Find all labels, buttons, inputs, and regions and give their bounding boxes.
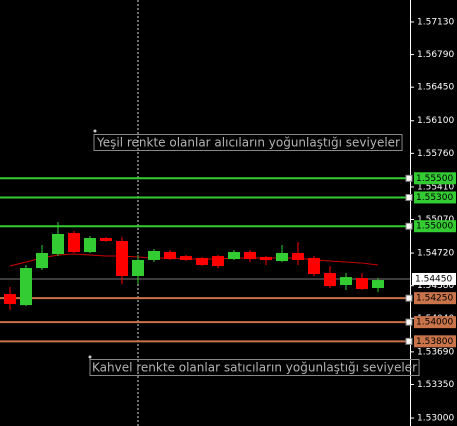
annotation-anchor [88, 355, 92, 359]
y-tick-label: 1.57130 [417, 17, 454, 27]
y-tick-label: 1.56450 [417, 83, 454, 93]
annotation: Kahvel renkte olanlar satıcıların yoğunl… [92, 361, 417, 375]
level-marker [405, 337, 413, 345]
level-marker [405, 294, 413, 302]
candle-body [324, 273, 336, 287]
candle-body [84, 238, 96, 253]
candle-body [116, 241, 128, 277]
annotation-box [89, 359, 420, 376]
candle-body [260, 257, 272, 260]
annotation-anchor [93, 129, 97, 133]
y-tick-label: 1.53000 [417, 414, 454, 424]
level-box [414, 335, 456, 348]
candle-body [292, 252, 304, 260]
candle-body [68, 233, 80, 253]
level-marker [405, 318, 413, 326]
candle-body [212, 256, 224, 267]
y-tick-label: 1.55410 [417, 182, 454, 192]
candle-body [164, 252, 176, 260]
level-label: 1.53800 [416, 337, 453, 347]
level-box [414, 316, 456, 329]
current-price-box [412, 272, 456, 285]
candle-body [196, 257, 208, 265]
candle-body [276, 252, 288, 262]
annotation: Yeşil renkte olanlar alıcıların yoğunlaş… [96, 136, 400, 150]
candle-body [132, 259, 144, 277]
level-label: 1.55500 [416, 174, 453, 184]
candle-body [356, 278, 368, 290]
y-tick-label: 1.54720 [417, 249, 454, 259]
y-tick-label: 1.55070 [417, 215, 454, 225]
candle-body [52, 234, 64, 255]
candle-body [20, 268, 32, 306]
y-tick-label: 1.55760 [417, 149, 454, 159]
candle-body [148, 250, 160, 260]
candle-body [180, 256, 192, 260]
level-marker [405, 222, 413, 230]
level-marker [405, 193, 413, 201]
candle-body [372, 280, 384, 288]
level-marker [405, 174, 413, 182]
y-tick-label: 1.54380 [417, 281, 454, 291]
level-label: 1.54000 [416, 318, 453, 328]
candle-body [340, 277, 352, 286]
candle-body [308, 257, 320, 274]
level-box [414, 172, 456, 185]
current-price-label: 1.54450 [415, 274, 452, 284]
level-label: 1.55000 [416, 222, 453, 232]
candle-body [244, 252, 256, 260]
y-tick-label: 1.56790 [417, 50, 454, 60]
y-tick-label: 1.56100 [417, 116, 454, 126]
y-tick-label: 1.53350 [417, 380, 454, 390]
level-label: 1.54250 [416, 294, 453, 304]
candle-body [36, 252, 48, 269]
candle-body [228, 252, 240, 260]
level-label: 1.55300 [416, 193, 453, 203]
annotation-box [93, 134, 403, 151]
y-tick-label: 1.53690 [417, 347, 454, 357]
level-box [414, 292, 456, 305]
candle-body [100, 238, 112, 242]
level-box [414, 220, 456, 233]
candle-body [4, 294, 16, 305]
level-box [414, 191, 456, 204]
